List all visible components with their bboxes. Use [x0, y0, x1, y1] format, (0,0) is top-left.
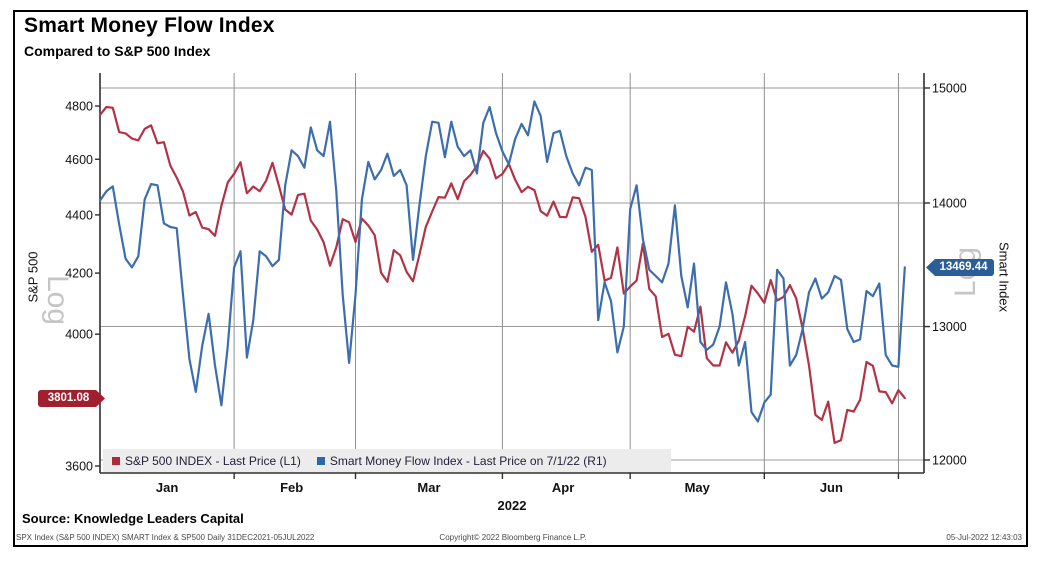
right-axis-title: Smart Index: [996, 241, 1012, 313]
smart-money-flow-line: [98, 100, 906, 423]
left-tick-label: 4600: [65, 153, 93, 167]
page-subtitle: Compared to S&P 500 Index: [24, 43, 211, 59]
left-tick-label: 4400: [65, 208, 93, 222]
spx-series-swatch-icon: [112, 456, 120, 465]
legend-item-smfi: Smart Money Flow Index - Last Price on 7…: [316, 453, 607, 468]
x-month-label: Mar: [417, 480, 440, 495]
source-attribution: Source: Knowledge Leaders Capital: [22, 511, 244, 526]
left-log-scale-watermark: Log: [41, 274, 74, 326]
x-month-label: Jan: [156, 480, 178, 495]
x-month-label: Jun: [820, 480, 843, 495]
smart-index-last-price-badge: 13469.44: [926, 259, 994, 276]
x-month-label: May: [685, 480, 711, 495]
left-tick-label: 4000: [65, 328, 93, 342]
right-tick-label: 13000: [932, 320, 967, 334]
right-tick-label: 14000: [932, 197, 967, 211]
x-year-label: 2022: [498, 498, 527, 513]
right-tick-label: 12000: [932, 454, 967, 468]
left-tick-label: 4800: [65, 100, 93, 114]
page-title: Smart Money Flow Index: [24, 14, 275, 37]
legend-label-spx: S&P 500 INDEX - Last Price (L1): [125, 453, 301, 468]
x-month-label: Apr: [552, 480, 574, 495]
spx-line: [98, 105, 906, 444]
footer-timestamp: 05-Jul-2022 12:43:03: [946, 533, 1022, 542]
left-tick-label: 3600: [65, 460, 93, 474]
legend-item-spx: S&P 500 INDEX - Last Price (L1): [112, 454, 301, 468]
left-tick-label: 4200: [65, 267, 93, 281]
left-axis-title: S&P 500: [25, 251, 41, 303]
smfi-series-swatch-icon: [316, 456, 325, 465]
right-tick-label: 15000: [932, 82, 967, 96]
spx-last-price-badge: 3801.08: [38, 390, 105, 407]
legend-label-smfi: Smart Money Flow Index - Last Price on 7…: [329, 453, 607, 468]
x-month-label: Feb: [280, 480, 303, 495]
legend: S&P 500 INDEX - Last Price (L1) Smart Mo…: [103, 449, 671, 472]
footer-ticker-info: SPX Index (S&P 500 INDEX) SMART Index & …: [16, 533, 315, 542]
footer-copyright: Copyright© 2022 Bloomberg Finance L.P.: [439, 533, 587, 542]
